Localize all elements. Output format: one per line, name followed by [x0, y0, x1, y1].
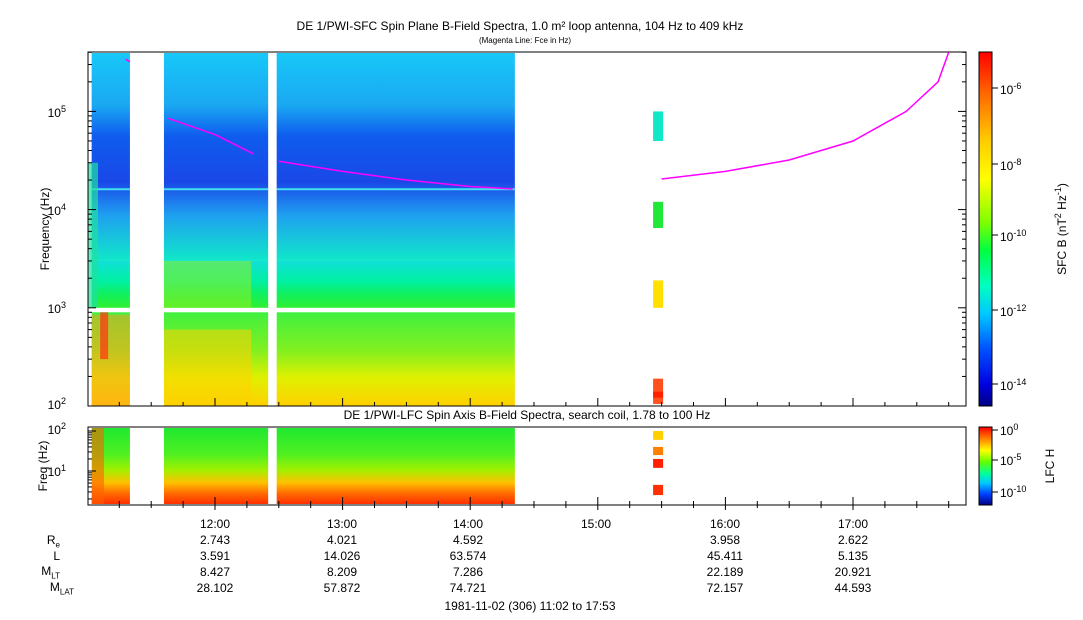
time-tick-label: 17:00 — [837, 517, 869, 531]
ephemeris-value: 2.743 — [199, 533, 231, 547]
sfc-mid-band — [276, 260, 515, 308]
ephemeris-value: 5.135 — [837, 549, 869, 563]
lfc-hot-streak — [92, 428, 104, 504]
sfc-spectrogram — [88, 53, 664, 406]
ephemeris-value: 3.958 — [709, 533, 741, 547]
top-ytick-label: 104 — [47, 202, 66, 218]
sfc-snapshot — [653, 280, 664, 308]
ephemeris-value: 28.102 — [196, 581, 234, 595]
time-tick-label: 16:00 — [709, 517, 741, 531]
ephemeris-label-mlt: MLT — [41, 564, 60, 581]
ephemeris-label-l: L — [53, 549, 60, 563]
ephemeris-value: 14.026 — [323, 549, 361, 563]
sfc-green-patch — [163, 260, 252, 308]
sfc-colorbar-tick: 10-8 — [1000, 157, 1022, 173]
sfc-line-feature — [91, 188, 130, 191]
ephemeris-value: 7.286 — [452, 565, 484, 579]
footer-date-range: 1981-11-02 (306) 11:02 to 17:53 — [444, 599, 616, 613]
sfc-colorbar-tick: 10-12 — [1000, 303, 1027, 319]
top-ytick-label: 105 — [47, 104, 66, 120]
ephemeris-value: 44.593 — [834, 581, 872, 595]
ephemeris-value: 4.021 — [326, 533, 358, 547]
ephemeris-value: 2.622 — [837, 533, 869, 547]
lfc-band — [276, 428, 515, 504]
bottom-chart-title: DE 1/PWI-LFC Spin Axis B-Field Spectra, … — [343, 408, 711, 422]
sfc-colorbar-tick: 10-10 — [1000, 228, 1027, 244]
axis-ticks — [88, 51, 966, 510]
top-chart-title: DE 1/PWI-SFC Spin Plane B-Field Spectra,… — [296, 19, 744, 33]
sfc-mid-band — [91, 260, 130, 308]
top-ytick-label: 102 — [47, 396, 66, 412]
lfc-snapshot — [653, 446, 664, 456]
lfc-colorbar-label: LFC H — [1043, 448, 1057, 484]
lfc-colorbar-tick: 100 — [1000, 422, 1019, 438]
sfc-snapshot — [653, 111, 664, 141]
sfc-line-feature — [163, 188, 269, 191]
sfc-edge-band — [88, 162, 98, 308]
sfc-colorbar-label: SFC B (nT2 Hz-1) — [1053, 183, 1069, 275]
lfc-colorbar — [978, 426, 993, 506]
ephemeris-value: 74.721 — [449, 581, 487, 595]
ephemeris-value: 63.574 — [449, 549, 487, 563]
sfc-hf-band — [163, 53, 269, 261]
lfc-snapshot — [653, 484, 664, 496]
sfc-snapshot — [653, 201, 664, 228]
ephemeris-label-mlat: MLAT — [49, 580, 74, 597]
sfc-snapshot — [653, 391, 664, 398]
ephemeris-value: 57.872 — [323, 581, 361, 595]
ephemeris-value: 8.209 — [326, 565, 358, 579]
sfc-line-feature — [276, 188, 515, 191]
lfc-snapshot — [653, 431, 664, 440]
fce-line-segment — [167, 117, 254, 155]
sfc-hot-streak — [100, 312, 109, 360]
lfc-snapshot — [653, 458, 664, 468]
sfc-colorbar-tick: 10-14 — [1000, 377, 1027, 393]
lfc-band — [163, 428, 269, 504]
ephemeris-value: 3.591 — [199, 549, 231, 563]
ephemeris-value: 72.157 — [706, 581, 744, 595]
sfc-colorbar-tick: 10-6 — [1000, 81, 1022, 97]
sfc-colorbar — [978, 51, 993, 407]
lfc-spectrogram — [91, 428, 664, 504]
top-plot-frame — [87, 51, 967, 407]
lfc-colorbar-tick: 10-10 — [1000, 484, 1027, 500]
top-chart-subtitle: (Magenta Line: Fce in Hz) — [478, 36, 572, 45]
fce-line-segment — [278, 160, 513, 190]
time-tick-label: 14:00 — [452, 517, 484, 531]
sfc-warm-patch — [91, 314, 130, 406]
fce-line-segment — [125, 58, 131, 63]
sfc-hf-band — [91, 53, 130, 261]
sfc-hf-band — [276, 53, 515, 261]
sfc-low-band — [276, 312, 515, 406]
time-tick-label: 15:00 — [580, 517, 612, 531]
ephemeris-value: 22.189 — [706, 565, 744, 579]
top-ytick-label: 103 — [47, 300, 66, 316]
ephemeris-value: 20.921 — [834, 565, 872, 579]
bottom-plot-frame — [87, 426, 967, 506]
ephemeris-value: 8.427 — [199, 565, 231, 579]
fce-line-segment — [661, 52, 950, 180]
time-tick-label: 12:00 — [199, 517, 231, 531]
ephemeris-label-re: Re — [46, 533, 60, 550]
colorbar-ticks — [992, 87, 998, 493]
lfc-colorbar-tick: 10-5 — [1000, 452, 1022, 468]
bottom-ytick-label: 102 — [47, 421, 66, 437]
fce-line — [125, 52, 950, 190]
ephemeris-value: 4.592 — [452, 533, 484, 547]
top-ylabel: Frequency (Hz) — [38, 187, 52, 271]
sfc-warm-patch — [163, 329, 252, 406]
sfc-snapshot — [653, 378, 664, 404]
bottom-ylabel: Freq (Hz) — [36, 440, 50, 492]
time-tick-label: 13:00 — [326, 517, 358, 531]
ephemeris-value: 45.411 — [707, 549, 743, 563]
bottom-ytick-label: 101 — [47, 463, 66, 479]
